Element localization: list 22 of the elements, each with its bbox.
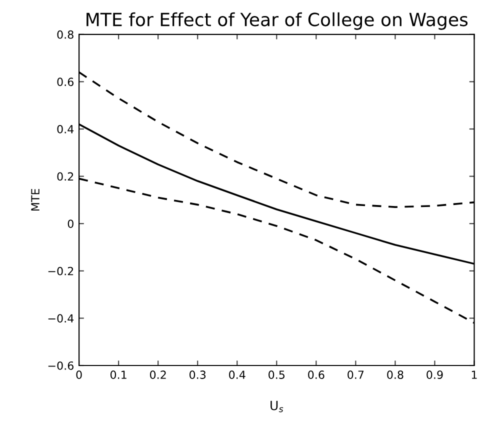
x-tick-label: 0.6 [308, 370, 324, 379]
x-tick-label: 0.7 [348, 370, 364, 379]
y-tick-label: −0.4 [48, 314, 74, 323]
y-tick-label: −0.6 [48, 361, 74, 370]
y-tick-label: 0.6 [57, 78, 74, 86]
y-axis-title: MTE [31, 188, 40, 211]
x-tick-label: 0.5 [268, 370, 285, 379]
x-tick-label: 0 [76, 370, 82, 379]
x-axis-title: U$_{s}$ [270, 400, 284, 412]
chart-title: MTE for Effect of Year of College on Wages [86, 12, 468, 30]
x-tick-label: 0.4 [229, 370, 246, 379]
x-tick-label: 0.2 [150, 370, 166, 379]
x-tick-label: 0.3 [190, 370, 206, 379]
x-tick-label: 0.1 [110, 370, 126, 379]
y-tick-label: 0 [68, 220, 74, 228]
y-tick-label: 0.4 [57, 124, 74, 134]
x-tick-label: 0.9 [426, 370, 443, 379]
y-tick-label: −0.2 [48, 266, 74, 276]
x-tick-label: 0.8 [387, 370, 404, 379]
y-tick-label: 0.8 [57, 30, 74, 39]
y-tick-label: 0.2 [57, 172, 74, 181]
x-tick-label: 1 [472, 370, 477, 379]
